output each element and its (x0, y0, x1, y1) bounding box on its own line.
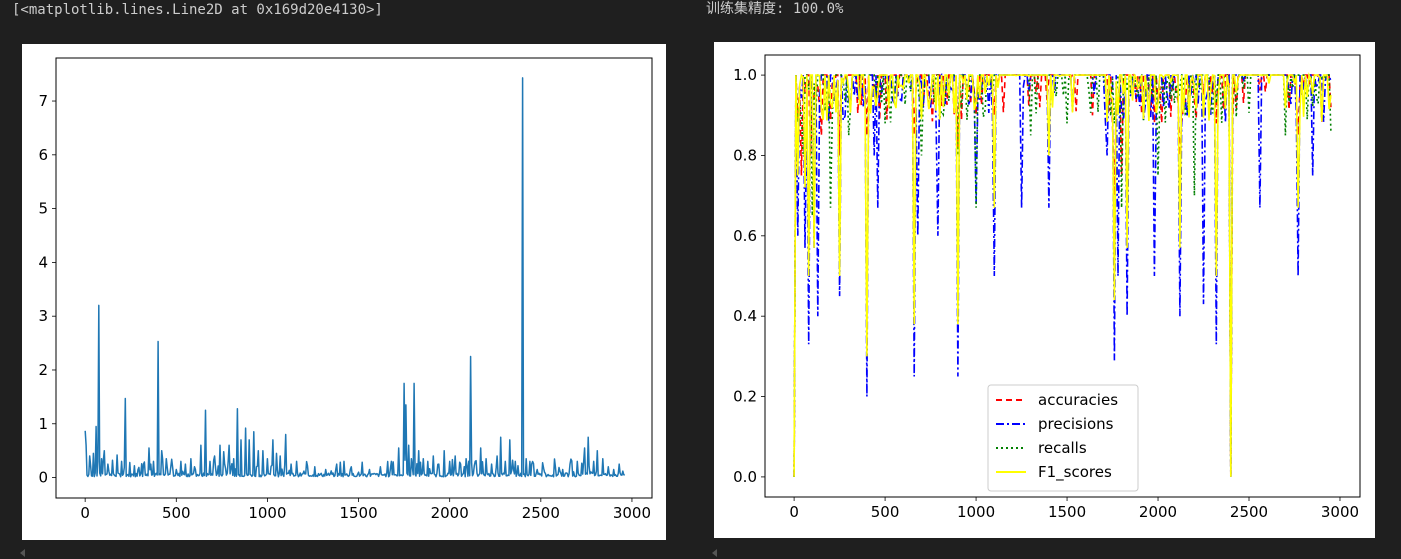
y-tick-label: 0.2 (733, 388, 757, 406)
y-tick-label: 7 (38, 92, 48, 110)
output-text-right: 训练集精度: 100.0% (706, 1, 844, 17)
x-tick-label: 1500 (339, 504, 377, 522)
x-tick-label: 500 (871, 503, 900, 521)
x-tick-label: 0 (80, 504, 90, 522)
legend-label: recalls (1038, 439, 1087, 457)
y-tick-label: 0.6 (733, 227, 757, 245)
x-tick-label: 2500 (1230, 503, 1268, 521)
plot-area (55, 57, 653, 499)
y-tick-label: 2 (38, 361, 48, 379)
series-line-f1_scores (793, 72, 1332, 477)
x-tick-label: 1500 (1048, 503, 1086, 521)
metrics-chart-panel: 0 500 1000 1500 2000 2500 3000 0.0 0.2 0.4 0.6 0.8 1… (714, 42, 1375, 538)
loss-series-line (84, 77, 626, 478)
x-tick-label: 1000 (248, 504, 286, 522)
x-tick-label: 2500 (522, 504, 560, 522)
y-tick-label: 6 (38, 146, 48, 164)
y-tick-label: 4 (38, 253, 48, 271)
x-tick-label: 1000 (957, 503, 995, 521)
x-tick-label: 3000 (613, 504, 651, 522)
x-tick-label: 3000 (1321, 503, 1359, 521)
y-tick-label: 5 (38, 200, 48, 218)
y-tick-label: 1.0 (733, 66, 757, 84)
scroll-left-arrow-icon[interactable] (20, 549, 25, 557)
legend-label: accuracies (1038, 391, 1118, 409)
metrics-chart: 0 500 1000 1500 2000 2500 3000 0.0 0.2 0.4 0.6 0.8 1… (733, 54, 1361, 521)
legend-label: precisions (1038, 415, 1114, 433)
x-tick-label: 500 (162, 504, 191, 522)
legend-label: F1_scores (1038, 463, 1112, 482)
loss-chart: 0 500 1000 1500 2000 2500 3000 0 1 2 3 4 5 6 7 (38, 57, 653, 522)
y-tick-label: 0.4 (733, 307, 757, 325)
legend (987, 384, 1139, 492)
x-tick-label: 0 (789, 503, 799, 521)
x-tick-label: 2000 (431, 504, 469, 522)
y-tick-label: 3 (38, 307, 48, 325)
output-text-left: [<matplotlib.lines.Line2D at 0x169d20e41… (12, 2, 383, 18)
y-tick-label: 0 (38, 469, 48, 487)
y-tick-label: 0.0 (733, 468, 757, 486)
y-tick-label: 0.8 (733, 146, 757, 164)
loss-chart-panel: 0 500 1000 1500 2000 2500 3000 0 1 2 3 4 5 6 7 (22, 44, 666, 540)
series-line-recalls (793, 73, 1332, 477)
x-tick-label: 2000 (1139, 503, 1177, 521)
scroll-right-arrow-icon[interactable] (712, 549, 717, 557)
y-tick-label: 1 (38, 415, 48, 433)
